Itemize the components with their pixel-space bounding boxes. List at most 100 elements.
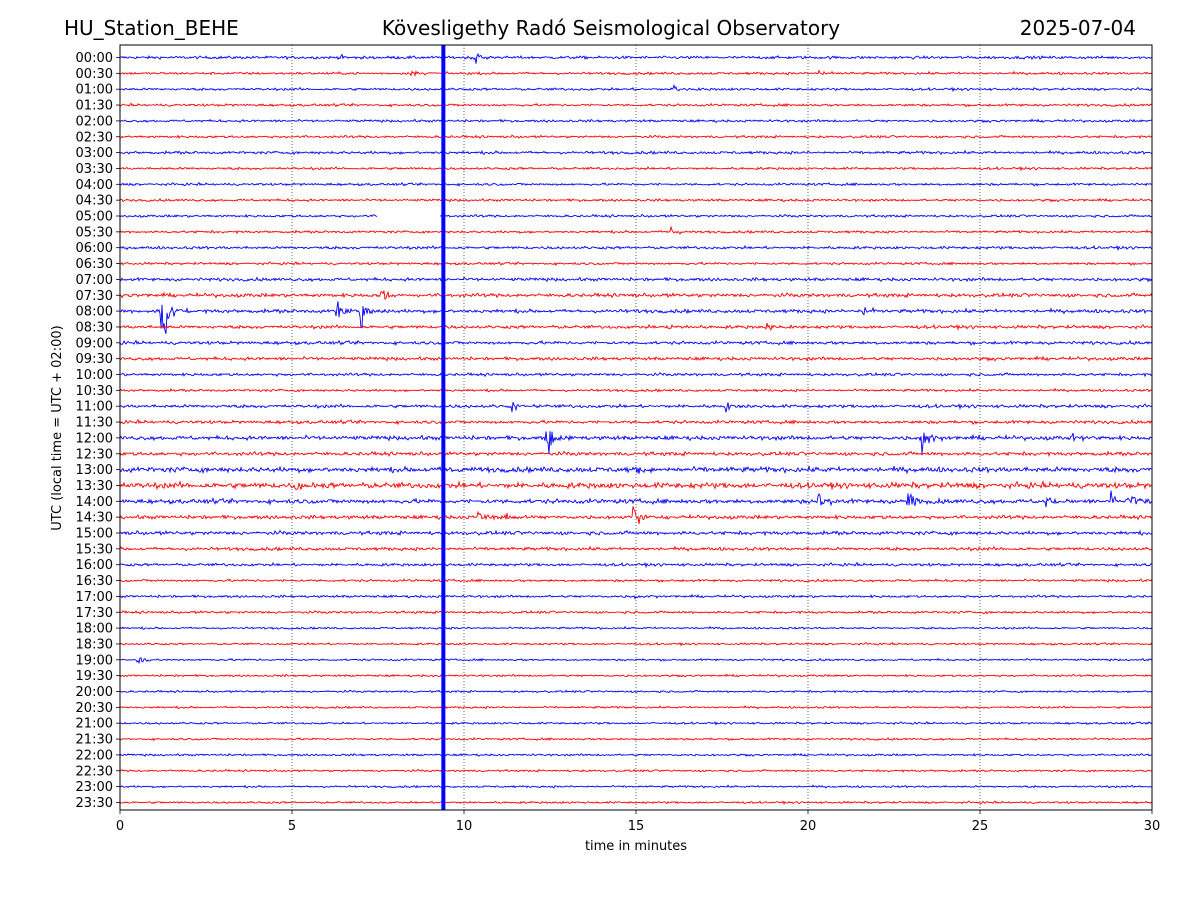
trace-23:00 [119, 784, 1153, 789]
trace-03:30 [119, 166, 1153, 172]
trace-02:30 [119, 134, 1153, 140]
y-tick-label: 03:00 [76, 146, 113, 161]
trace-07:00 [119, 276, 1153, 283]
station-name: HU_Station_BEHE [64, 16, 239, 40]
y-tick-label: 14:00 [76, 495, 113, 510]
y-tick-label: 11:00 [76, 400, 113, 415]
trace-16:00 [119, 561, 1153, 569]
trace-12:30 [119, 450, 1153, 458]
trace-22:30 [119, 768, 1153, 773]
chart-title: Kövesligethy Radó Seismological Observat… [382, 16, 840, 40]
y-tick-label: 16:00 [76, 558, 113, 573]
y-tick-label: 07:30 [76, 289, 113, 304]
y-tick-label: 01:30 [76, 99, 113, 114]
x-tick-label: 0 [116, 819, 124, 834]
x-tick-label: 25 [972, 819, 989, 834]
y-tick-label: 19:00 [76, 653, 113, 668]
trace-17:30 [119, 609, 1153, 615]
x-tick-label: 5 [288, 819, 296, 834]
y-tick-label: 06:00 [76, 241, 113, 256]
y-tick-label: 00:30 [76, 67, 113, 82]
trace-05:30 [119, 225, 1153, 235]
trace-03:00 [119, 149, 1153, 156]
y-tick-label: 12:30 [76, 447, 113, 462]
trace-08:30 [119, 322, 1153, 331]
trace-13:30 [119, 479, 1153, 491]
x-axis-label: time in minutes [585, 839, 687, 854]
trace-group [119, 52, 1153, 805]
plot-area [120, 45, 1152, 810]
spike-column [441, 45, 446, 810]
y-tick-label: 01:00 [76, 83, 113, 98]
trace-19:30 [119, 673, 1153, 678]
trace-23:30 [119, 800, 1153, 805]
trace-06:00 [119, 245, 1153, 252]
y-tick-label: 10:00 [76, 368, 113, 383]
y-tick-label: 16:30 [76, 574, 113, 589]
trace-18:00 [119, 625, 1153, 631]
y-tick-label: 08:00 [76, 305, 113, 320]
y-tick-label: 11:30 [76, 416, 113, 431]
trace-20:30 [119, 705, 1153, 710]
trace-09:30 [119, 355, 1153, 362]
y-tick-label: 09:30 [76, 352, 113, 367]
y-tick-label: 06:30 [76, 257, 113, 272]
y-tick-label: 19:30 [76, 669, 113, 684]
y-tick-label: 04:30 [76, 194, 113, 209]
y-tick-label: 14:30 [76, 511, 113, 526]
trace-21:00 [119, 721, 1153, 726]
y-tick-label: 20:30 [76, 701, 113, 716]
y-tick-label: 13:30 [76, 479, 113, 494]
trace-11:00 [119, 402, 1153, 413]
y-tick-label: 20:00 [76, 685, 113, 700]
trace-20:00 [119, 689, 1153, 694]
y-tick-label: 21:30 [76, 733, 113, 748]
trace-18:30 [119, 641, 1153, 647]
y-tick-label: 22:00 [76, 748, 113, 763]
trace-16:30 [119, 578, 1153, 583]
trace-10:30 [119, 387, 1153, 393]
spike-column-bar [441, 45, 446, 810]
x-tick-label: 20 [800, 819, 817, 834]
y-tick-labels: 00:0000:3001:0001:3002:0002:3003:0003:30… [76, 51, 120, 811]
y-tick-label: 02:30 [76, 130, 113, 145]
trace-01:00 [119, 83, 1153, 93]
trace-09:00 [119, 339, 1153, 347]
x-tick-labels: 0 5 10 15 20 25 30 [116, 810, 1160, 834]
trace-12:00 [119, 431, 1153, 455]
y-tick-label: 05:00 [76, 210, 113, 225]
trace-14:00 [119, 490, 1153, 508]
trace-08:00 [119, 301, 1153, 334]
date-label: 2025-07-04 [1020, 16, 1136, 40]
trace-15:30 [119, 545, 1153, 552]
y-tick-label: 18:00 [76, 622, 113, 637]
y-tick-label: 00:00 [76, 51, 113, 66]
trace-06:30 [119, 261, 1153, 267]
y-tick-label: 05:30 [76, 225, 113, 240]
trace-13:00 [119, 465, 1153, 475]
trace-02:00 [119, 118, 1153, 124]
trace-22:00 [119, 752, 1153, 757]
trace-19:00 [119, 657, 1153, 665]
y-tick-label: 10:30 [76, 384, 113, 399]
y-tick-label: 15:30 [76, 542, 113, 557]
trace-14:30 [119, 506, 1153, 525]
x-tick-label: 15 [628, 819, 645, 834]
trace-10:00 [119, 371, 1153, 378]
y-tick-label: 12:00 [76, 431, 113, 446]
trace-17:00 [119, 593, 1153, 600]
trace-04:00 [119, 181, 1153, 187]
trace-00:30 [119, 69, 1153, 77]
y-tick-label: 13:00 [76, 463, 113, 478]
y-tick-label: 03:30 [76, 162, 113, 177]
y-tick-label: 15:00 [76, 527, 113, 542]
y-tick-label: 02:00 [76, 114, 113, 129]
trace-05:00 [119, 213, 1153, 219]
trace-11:30 [119, 418, 1153, 426]
trace-00:00 [119, 52, 1153, 64]
trace-01:30 [119, 102, 1153, 108]
y-tick-label: 09:00 [76, 336, 113, 351]
y-axis-label: UTC (local time = UTC + 02:00) [50, 325, 65, 530]
y-tick-label: 07:00 [76, 273, 113, 288]
y-tick-label: 08:30 [76, 320, 113, 335]
